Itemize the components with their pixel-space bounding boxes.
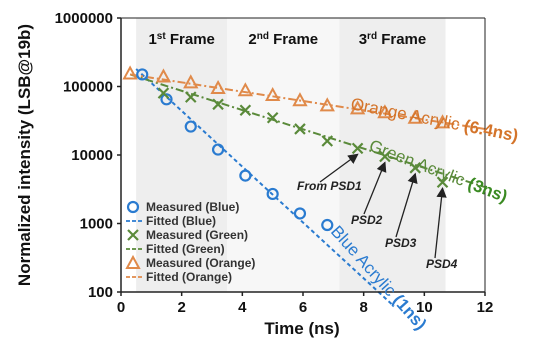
x-tick-label: 4 bbox=[238, 299, 247, 316]
y-tick-label: 10000 bbox=[71, 147, 113, 164]
data-point bbox=[407, 109, 423, 124]
fit-line bbox=[129, 73, 486, 130]
legend-label: Measured (Orange) bbox=[146, 256, 255, 270]
data-point bbox=[239, 169, 252, 182]
annotation-label: PSD4 bbox=[426, 257, 458, 271]
frame-band bbox=[136, 18, 228, 292]
data-point bbox=[293, 207, 307, 220]
x-tick-label: 10 bbox=[416, 299, 433, 316]
data-point bbox=[321, 218, 334, 232]
frame-bands bbox=[136, 18, 446, 292]
annotation-arrow bbox=[434, 186, 447, 259]
data-point bbox=[379, 150, 391, 163]
annotation-label: PSD3 bbox=[385, 236, 417, 250]
data-point bbox=[237, 82, 254, 97]
legend: Measured (Blue)Fitted (Blue)Measured (Gr… bbox=[125, 200, 255, 284]
data-point bbox=[127, 229, 139, 241]
data-point bbox=[211, 143, 225, 156]
data-point bbox=[434, 114, 451, 129]
data-point bbox=[292, 92, 308, 107]
y-tick-label: 1000 bbox=[80, 216, 113, 233]
data-point bbox=[184, 91, 197, 103]
x-axis-label: Time (ns) bbox=[264, 319, 339, 338]
data-point bbox=[266, 111, 279, 124]
frame-label-1: 1st Frame bbox=[148, 31, 214, 49]
x-tick-label: 12 bbox=[477, 299, 494, 316]
x-tick-label: 2 bbox=[177, 299, 185, 316]
annotation-label: From PSD1 bbox=[297, 179, 362, 193]
annotation-arrow bbox=[319, 153, 359, 183]
data-point bbox=[409, 162, 422, 174]
frame-band bbox=[227, 18, 340, 292]
data-point bbox=[183, 74, 199, 89]
measured-points bbox=[122, 65, 451, 232]
fit-line bbox=[129, 73, 486, 189]
data-point bbox=[266, 187, 279, 201]
data-point bbox=[157, 87, 170, 99]
data-point bbox=[136, 68, 149, 81]
data-point bbox=[160, 93, 173, 106]
y-axis-label: Normalized intensity (LSB@19b) bbox=[15, 24, 34, 286]
data-point bbox=[210, 79, 226, 95]
y-tick-label: 100000 bbox=[63, 79, 113, 96]
data-point bbox=[349, 100, 366, 115]
annotation-arrow bbox=[363, 161, 387, 215]
frame-label-3: 3rd Frame bbox=[359, 31, 427, 49]
annotation-arrow bbox=[395, 172, 418, 238]
legend-label: Fitted (Green) bbox=[146, 242, 225, 256]
x-tick-label: 0 bbox=[117, 299, 125, 316]
data-point bbox=[126, 200, 140, 214]
legend-label: Fitted (Blue) bbox=[146, 214, 216, 228]
data-point bbox=[184, 120, 197, 133]
frame-labels: 1st Frame 2nd Frame 3rd Frame bbox=[148, 31, 426, 49]
data-point bbox=[377, 104, 393, 119]
data-point bbox=[294, 123, 306, 135]
data-point bbox=[212, 98, 224, 111]
data-point bbox=[125, 254, 141, 269]
y-tick-label: 100 bbox=[88, 284, 113, 301]
legend-label: Measured (Green) bbox=[146, 228, 248, 242]
legend-label: Fitted (Orange) bbox=[146, 270, 232, 284]
frame-label-2: 2nd Frame bbox=[248, 31, 318, 49]
data-point bbox=[436, 176, 449, 189]
data-point bbox=[122, 65, 138, 80]
data-point bbox=[239, 104, 252, 117]
annotation-label: PSD2 bbox=[351, 213, 383, 227]
legend-label: Measured (Blue) bbox=[146, 200, 239, 214]
fitted-lines bbox=[129, 68, 486, 307]
data-point bbox=[321, 135, 334, 147]
data-point bbox=[155, 68, 172, 83]
axes: 0 2 4 6 8 10 12 100 1000 10000 100000 1000000 bbox=[55, 10, 494, 316]
x-tick-label: 6 bbox=[299, 299, 307, 316]
data-point bbox=[351, 142, 364, 155]
data-point bbox=[319, 97, 335, 112]
x-tick-label: 8 bbox=[359, 299, 367, 316]
data-point bbox=[264, 86, 281, 102]
y-tick-label: 1000000 bbox=[55, 10, 113, 27]
fit-line bbox=[135, 68, 395, 307]
